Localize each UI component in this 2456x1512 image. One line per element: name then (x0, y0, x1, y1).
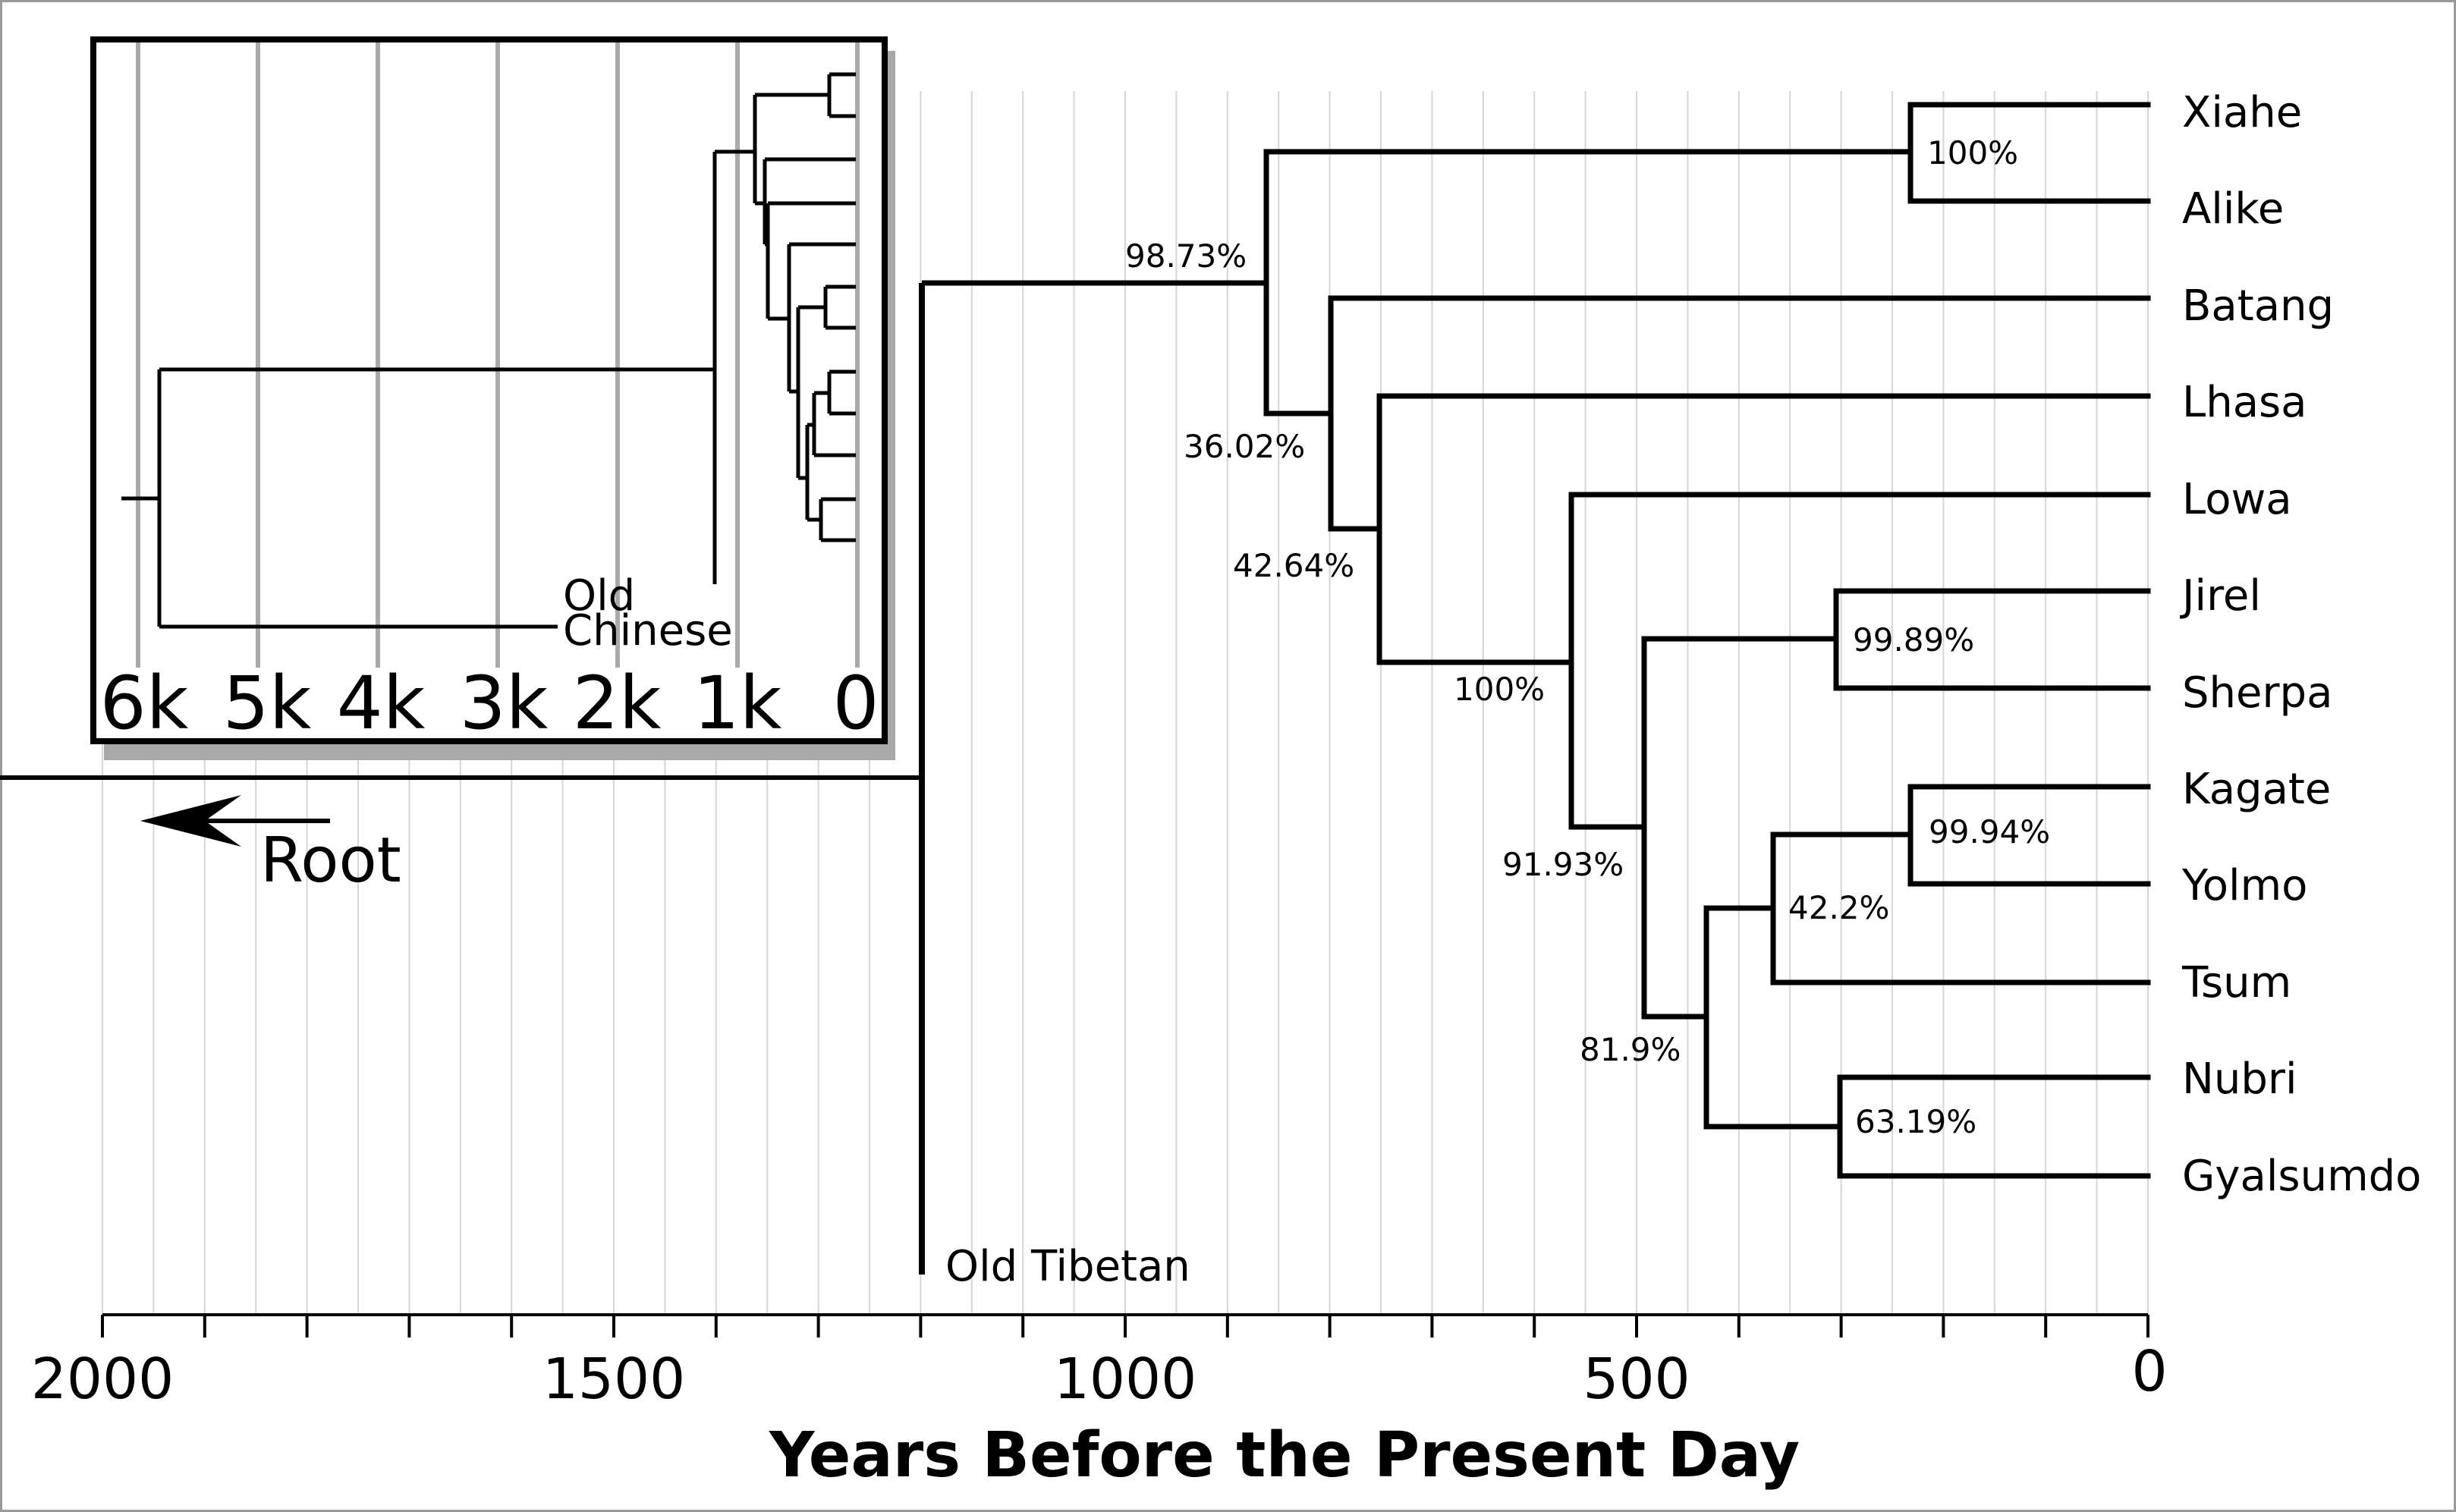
x-tick-label-1000: 1000 (1054, 1347, 1197, 1412)
leaf-label-lowa: Lowa (2182, 475, 2292, 524)
leaf-label-xiahe: Xiahe (2182, 88, 2302, 137)
tree-root-structure: Old Tibetan (0, 280, 1266, 1291)
inset-tick-3k: 3k (460, 661, 549, 746)
inset-full-tree: Old Chinese 6k 5k 4k 3k 2k 1k 0 (90, 36, 895, 760)
leaf-label-alike: Alike (2182, 184, 2284, 234)
x-tick-label-0: 0 (2131, 1339, 2167, 1404)
leaf-labels: Xiahe Alike Batang Lhasa Lowa Jirel Sher… (2180, 88, 2421, 1201)
x-axis-title: Years Before the Present Day (769, 1419, 1800, 1492)
x-tick-label-500: 500 (1583, 1347, 1690, 1412)
inset-tree-branches (121, 72, 856, 629)
inset-tick-5k: 5k (223, 661, 312, 746)
support-node-j: 99.94% (1929, 813, 2050, 850)
leaf-label-gyalsumdo: Gyalsumdo (2182, 1152, 2421, 1201)
inset-old-chinese-label-line1: Old (563, 571, 635, 621)
support-values: 98.73% 100% 36.02% 42.64% 100% 91.93% 99… (1125, 134, 2050, 1140)
support-node-e: 100% (1454, 671, 1545, 708)
inset-old-chinese-label-line2: Chinese (563, 606, 733, 655)
root-arrow-head (140, 795, 241, 847)
inset-tick-1k: 1k (693, 661, 782, 746)
leaf-label-sherpa: Sherpa (2182, 668, 2332, 718)
leaf-label-kagate: Kagate (2182, 765, 2331, 814)
inset-tick-6k: 6k (100, 661, 189, 746)
support-node-g: 99.89% (1853, 621, 1974, 659)
leaf-label-batang: Batang (2182, 281, 2334, 331)
x-tick-label-2000: 2000 (31, 1347, 174, 1412)
support-node-f: 91.93% (1502, 846, 1624, 883)
support-node-h: 81.9% (1580, 1031, 1681, 1068)
inset-x-axis-labels: 6k 5k 4k 3k 2k 1k 0 (100, 661, 879, 746)
support-node-c: 36.02% (1184, 428, 1305, 465)
inset-gridlines (136, 42, 860, 668)
old-tibetan-label: Old Tibetan (945, 1242, 1190, 1291)
root-arrow-label: Root (260, 825, 401, 897)
tree-branches (1263, 102, 2151, 1179)
x-axis-minor-ticks (101, 1315, 2149, 1338)
leaf-label-jirel: Jirel (2180, 571, 2261, 621)
inset-frame (90, 36, 888, 744)
x-axis: 2000 1500 1000 500 0 Years Before the Pr… (31, 1313, 2168, 1492)
inset-tick-2k: 2k (573, 661, 662, 746)
support-node-d: 42.64% (1233, 547, 1354, 584)
root-arrow: Root (140, 795, 401, 897)
support-node-i: 42.2% (1788, 889, 1889, 926)
support-node-a: 98.73% (1125, 237, 1247, 275)
leaf-label-tsum: Tsum (2181, 958, 2291, 1007)
support-node-k: 63.19% (1855, 1103, 1976, 1140)
leaf-label-yolmo: Yolmo (2181, 861, 2307, 910)
x-tick-label-1500: 1500 (542, 1347, 685, 1412)
inset-tick-0: 0 (832, 661, 879, 746)
inset-tick-4k: 4k (337, 661, 426, 746)
support-node-b: 100% (1927, 134, 2018, 171)
leaf-label-lhasa: Lhasa (2182, 378, 2307, 427)
leaf-label-nubri: Nubri (2182, 1055, 2297, 1104)
